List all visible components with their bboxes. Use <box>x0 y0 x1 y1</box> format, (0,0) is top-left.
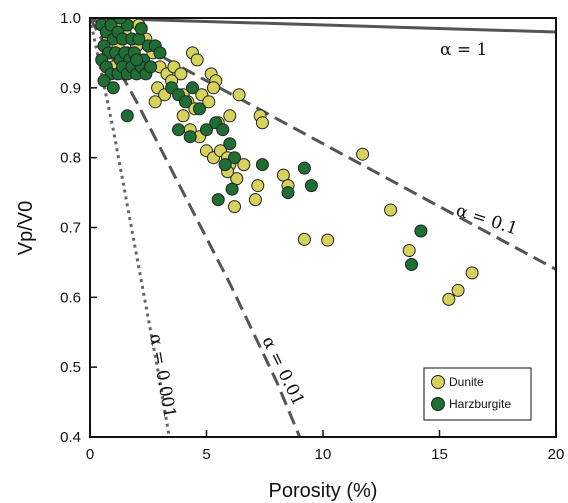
y-tick-label: 0.7 <box>60 220 81 237</box>
x-tick-label: 5 <box>202 446 210 463</box>
point-dunite-26 <box>207 81 220 95</box>
point-harzburgite-30 <box>106 81 120 95</box>
y-tick-label: 0.4 <box>60 429 81 446</box>
point-dunite-16 <box>190 53 204 67</box>
point-harzburgite-53 <box>414 224 428 238</box>
legend-label-harzburgite: Harzburgite <box>449 397 511 411</box>
point-harzburgite-29 <box>97 74 111 88</box>
point-dunite-42 <box>251 179 265 193</box>
point-dunite-50 <box>321 233 335 247</box>
point-dunite-38 <box>232 88 246 102</box>
x-tick-label: 10 <box>315 446 332 463</box>
y-tick-label: 0.8 <box>60 150 81 167</box>
curve-label-alpha-1: α = 1 <box>440 40 487 60</box>
point-dunite-37 <box>223 109 237 123</box>
point-harzburgite-28 <box>144 60 158 74</box>
point-harzburgite-52 <box>405 258 418 271</box>
point-harzburgite-56 <box>113 18 127 25</box>
model-curves <box>90 18 556 437</box>
x-tick-label: 0 <box>86 446 94 463</box>
y-axis-title: Vp/V0 <box>15 201 37 255</box>
point-harzburgite-32 <box>130 53 144 67</box>
point-dunite-27 <box>148 95 162 109</box>
point-dunite-54 <box>465 266 479 280</box>
point-dunite-47 <box>356 147 370 161</box>
point-harzburgite-49 <box>281 186 295 200</box>
data-points <box>95 18 479 306</box>
point-harzburgite-37 <box>193 102 206 116</box>
point-harzburgite-44 <box>228 151 241 165</box>
curve-dashed-1 <box>90 18 556 271</box>
point-dunite-39 <box>228 200 241 214</box>
point-dunite-25 <box>202 95 216 109</box>
point-harzburgite-35 <box>179 95 192 109</box>
point-harzburgite-57 <box>134 22 148 35</box>
point-dunite-36 <box>230 172 244 186</box>
y-tick-label: 0.5 <box>60 359 81 376</box>
point-harzburgite-48 <box>211 193 225 207</box>
y-tick-label: 1.0 <box>60 10 81 27</box>
legend-swatch-dunite <box>431 375 445 389</box>
point-dunite-48 <box>384 203 398 217</box>
point-dunite-51 <box>402 244 416 257</box>
point-harzburgite-45 <box>218 158 232 172</box>
point-harzburgite-55 <box>153 46 167 60</box>
point-harzburgite-43 <box>223 137 237 151</box>
point-harzburgite-46 <box>255 158 269 172</box>
x-tick-label: 15 <box>431 446 448 463</box>
point-harzburgite-36 <box>186 81 199 95</box>
point-harzburgite-42 <box>216 123 230 137</box>
point-dunite-49 <box>297 232 311 246</box>
legend-label-dunite: Dunite <box>449 375 484 389</box>
point-dunite-14 <box>174 67 188 81</box>
point-dunite-41 <box>248 193 262 207</box>
axis-ticks: 0 5 10 15 20 0.4 0.5 0.6 0.7 0.8 0.9 1.0 <box>60 10 564 463</box>
point-dunite-52 <box>442 292 456 306</box>
curve-label-alpha-0.001: α = 0.001 <box>145 332 179 419</box>
point-harzburgite-47 <box>225 182 239 196</box>
point-dunite-53 <box>451 283 465 297</box>
x-axis-title: Porosity (%) <box>269 480 378 502</box>
point-dunite-28 <box>176 109 190 123</box>
legend-swatch-harzburgite <box>431 397 445 411</box>
point-harzburgite-50 <box>297 161 311 175</box>
point-dunite-60 <box>237 158 251 172</box>
y-tick-label: 0.6 <box>60 289 81 306</box>
point-harzburgite-39 <box>183 130 197 144</box>
curve-solid-0 <box>90 18 556 34</box>
y-tick-label: 0.9 <box>60 80 81 97</box>
point-harzburgite-31 <box>120 109 134 123</box>
point-dunite-44 <box>255 116 269 130</box>
point-harzburgite-40 <box>200 123 213 137</box>
point-harzburgite-38 <box>172 123 185 137</box>
x-tick-label: 20 <box>548 446 565 463</box>
curve-dashed-2 <box>90 18 302 437</box>
legend: Dunite Harzburgite <box>423 367 532 421</box>
point-harzburgite-51 <box>304 179 318 193</box>
